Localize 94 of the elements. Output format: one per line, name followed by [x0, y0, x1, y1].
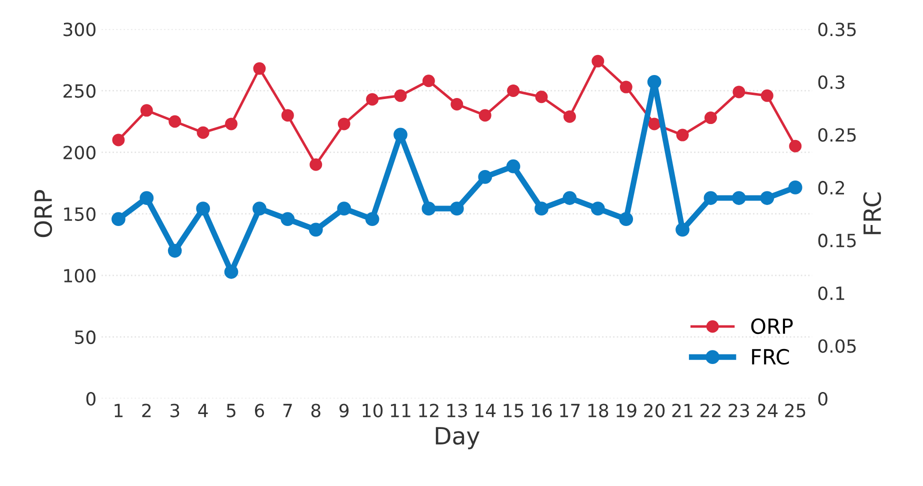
y-axis-title: ORP [34, 190, 52, 238]
x-tick-label: 2 [142, 404, 151, 418]
point [732, 191, 746, 205]
point [281, 109, 294, 122]
point [704, 191, 718, 205]
point [140, 104, 153, 117]
y2-tick-label: 0.35 [818, 22, 856, 36]
y-tick-label: 300 [64, 22, 96, 36]
point [648, 118, 661, 130]
x-tick-label: 14 [476, 404, 496, 418]
point [535, 90, 548, 104]
point [562, 191, 577, 205]
x-tick-label: 6 [254, 404, 264, 418]
point [112, 134, 125, 146]
y2-tick-label: 0 [818, 392, 828, 406]
point [620, 80, 632, 94]
point [196, 126, 210, 139]
x-tick-label: 3 [170, 404, 180, 418]
x-tick-label: 8 [311, 404, 320, 418]
x-tick-label: 20 [644, 404, 665, 418]
point [365, 212, 380, 226]
x-tick-label: 17 [560, 404, 580, 418]
point [196, 202, 210, 216]
point [760, 191, 774, 205]
y2-tick-label: 0.05 [818, 339, 856, 353]
point [647, 74, 662, 89]
x-tick-label: 21 [672, 404, 692, 418]
point [422, 74, 435, 88]
point [704, 112, 717, 124]
point [394, 128, 408, 142]
y-tick-label: 250 [64, 84, 96, 98]
point [507, 84, 520, 97]
y2-tick-label: 0.25 [818, 128, 856, 142]
point [140, 191, 154, 205]
point [308, 222, 323, 237]
point [478, 109, 492, 122]
point [506, 159, 520, 174]
x-tick-label: 10 [362, 404, 383, 418]
legend-label: FRC [752, 348, 789, 365]
point [534, 202, 548, 216]
point [590, 202, 605, 216]
point [788, 180, 802, 194]
point [619, 212, 634, 226]
x-tick-label: 4 [198, 404, 208, 418]
x-axis-title: Day [436, 427, 480, 450]
x-tick-label: 15 [504, 404, 524, 418]
point [676, 128, 689, 142]
point [168, 115, 182, 128]
y-tick-label: 150 [64, 207, 96, 221]
point [732, 86, 746, 98]
x-tick-label: 5 [226, 404, 236, 418]
y-tick-label: 100 [64, 268, 96, 283]
y2-tick-label: 0.1 [818, 286, 844, 300]
y2-tick-label: 0.15 [818, 234, 856, 248]
x-tick-label: 1 [114, 404, 123, 418]
x-tick-label: 11 [390, 404, 410, 418]
point [394, 89, 407, 102]
y2-axis-title: FRC [863, 192, 882, 234]
point [225, 118, 238, 130]
x-tick-label: 9 [339, 404, 349, 418]
x-tick-label: 19 [616, 404, 636, 418]
y-tick-label: 50 [75, 330, 96, 344]
y-tick-label: 0 [86, 392, 96, 406]
x-tick-label: 7 [283, 404, 292, 418]
point [450, 98, 464, 111]
point [676, 222, 690, 237]
y2-tick-label: 0.3 [818, 75, 844, 90]
legend-label: ORP [751, 318, 793, 334]
point [168, 244, 182, 258]
point [366, 93, 379, 106]
x-tick-label: 13 [447, 404, 467, 418]
x-tick-label: 24 [756, 404, 778, 418]
point [789, 140, 802, 152]
y-tick-label: 200 [64, 146, 96, 160]
point [310, 158, 322, 171]
point [450, 202, 464, 216]
point [252, 202, 266, 216]
point [478, 170, 492, 184]
x-tick-label: 18 [588, 404, 608, 418]
point [338, 118, 350, 130]
point [112, 212, 126, 226]
point [760, 89, 774, 102]
x-tick-label: 22 [700, 404, 720, 418]
point [422, 202, 436, 216]
x-tick-label: 16 [532, 404, 552, 418]
point [592, 54, 604, 68]
point [280, 212, 295, 226]
x-tick-label: 25 [785, 404, 806, 418]
x-tick-label: 23 [728, 404, 749, 418]
point [337, 202, 352, 216]
point [563, 110, 576, 123]
y2-tick-label: 0.2 [818, 180, 844, 195]
x-tick-label: 12 [419, 404, 438, 418]
point [253, 62, 266, 75]
